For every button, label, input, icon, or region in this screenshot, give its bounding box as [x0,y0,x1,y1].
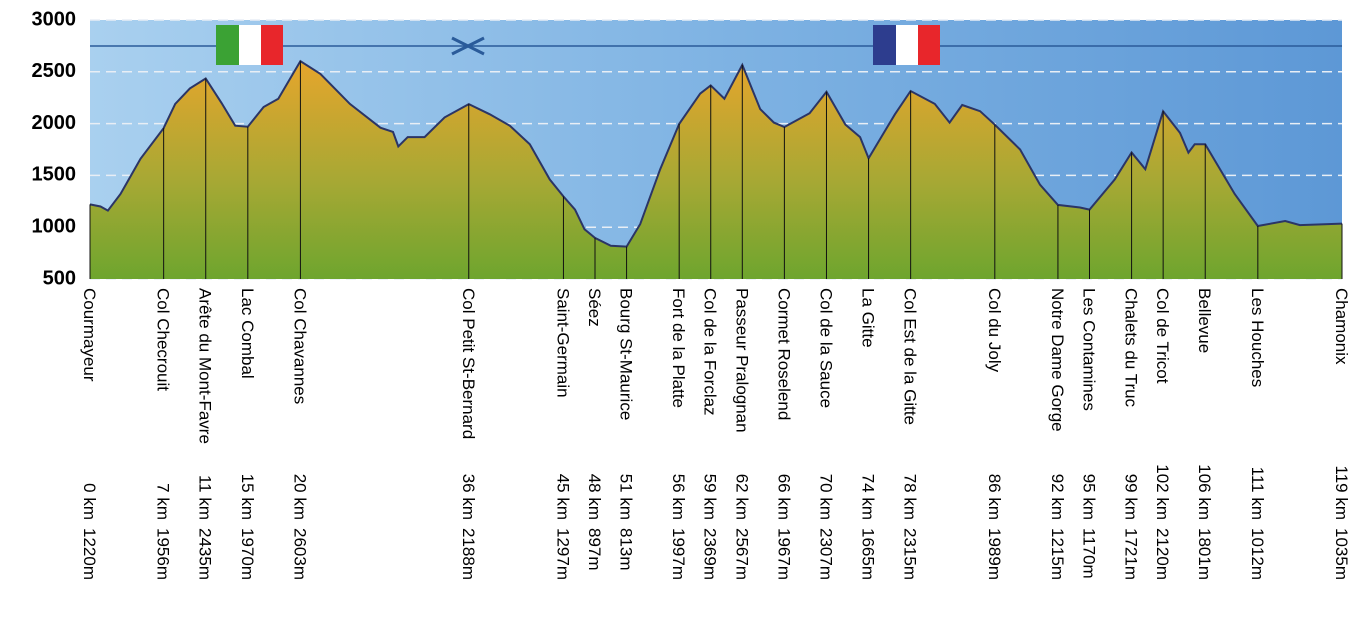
waypoint-elevation: 2567m [732,528,751,580]
waypoint-name: Arête du Mont-Favre [196,288,215,444]
waypoint-elevation: 1801m [1195,528,1214,580]
waypoint-km: 74 km [859,474,878,520]
waypoint-km: 92 km [1048,474,1067,520]
waypoint-km: 59 km [701,474,720,520]
border-cross [451,36,485,56]
waypoint-name: Séez [585,288,604,327]
waypoint-km: 99 km [1122,474,1141,520]
waypoint-name: Chamonix [1332,288,1351,365]
y-tick-label: 1500 [32,164,77,186]
waypoint-elevation: 813m [617,528,636,571]
waypoint-elevation: 1967m [774,528,793,580]
waypoint-name: Cormet Roselend [774,288,793,420]
waypoint-elevation: 1012m [1248,528,1267,580]
waypoint-elevation: 1956m [154,528,173,580]
y-tick-label: 1000 [32,215,77,237]
y-tick-label: 3000 [32,8,77,30]
waypoint-name: Fort de la Platte [669,288,688,408]
waypoint-name: Courmayeur [80,288,99,382]
waypoint-name: Les Contamines [1079,288,1098,411]
waypoint-elevation: 1970m [238,528,257,580]
waypoint-km: 66 km [774,474,793,520]
waypoint-name: La Gitte [859,288,878,348]
waypoint-name: Bellevue [1195,288,1214,353]
waypoint-km: 119 km [1332,466,1351,521]
waypoint-km: 15 km [238,474,257,520]
waypoint-elevation: 2603m [290,528,309,580]
profile-fill [90,61,1342,279]
waypoint-elevation: 2307m [816,528,835,580]
waypoint-elevation: 1220m [80,528,99,580]
waypoint-name: Les Houches [1248,288,1267,387]
waypoint-name: Saint-Germain [553,288,572,398]
waypoint-km: 102 km [1153,464,1172,520]
waypoint-name: Col de la Forclaz [701,288,720,416]
waypoint-elevation: 2120m [1153,528,1172,580]
waypoint-km: 20 km [290,474,309,520]
waypoint-elevation: 2188m [459,528,478,580]
waypoint-elevation: 1721m [1122,528,1141,580]
waypoint-name: Col de Tricot [1153,288,1172,384]
waypoint-elevation: 2369m [701,528,720,580]
waypoint-km: 70 km [816,474,835,520]
waypoint-name: Lac Combal [238,288,257,379]
y-tick-label: 500 [43,267,76,289]
waypoint-km: 111 km [1248,467,1267,520]
waypoint-elevation: 897m [585,528,604,571]
waypoint-km: 51 km [617,474,636,520]
waypoint-name: Col Est de la Gitte [901,288,920,425]
france-flag [873,25,940,65]
waypoint-km: 36 km [459,474,478,520]
waypoint-km: 62 km [732,474,751,520]
waypoint-elevation: 2435m [196,528,215,580]
waypoint-km: 56 km [669,474,688,520]
waypoint-km: 106 km [1195,464,1214,520]
waypoint-km: 45 km [553,474,572,520]
waypoint-elevation: 1989m [985,528,1004,580]
y-tick-label: 2500 [32,60,77,82]
waypoint-name: Chalets du Truc [1122,288,1141,408]
waypoint-name: Col Chavannes [290,288,309,404]
waypoint-name: Col Checrouit [154,288,173,391]
waypoint-name: Col du Joly [985,288,1004,373]
profile-line [89,59,1343,248]
waypoint-name: Col Petit St-Bernard [459,288,478,439]
waypoint-km: 78 km [901,474,920,520]
waypoint-km: 0 km [80,483,99,520]
waypoint-km: 48 km [585,474,604,520]
waypoint-elevation: 1665m [859,528,878,580]
waypoint-elevation: 1170m [1079,528,1098,579]
waypoint-km: 7 km [154,483,173,520]
waypoint-km: 95 km [1079,474,1098,520]
waypoint-elevation: 1215m [1048,528,1067,580]
profile-area [89,59,1343,279]
waypoint-name: Passeur Pralognan [732,288,751,433]
italy-flag [216,25,283,65]
waypoint-name: Bourg St-Maurice [617,288,636,420]
waypoint-elevation: 1297m [553,528,572,580]
y-tick-label: 2000 [32,112,77,134]
waypoints: Courmayeur 0 km 1220m Col Checrouit 7 km 1956… [80,61,1351,580]
waypoint-elevation: 1997m [669,528,688,580]
waypoint-km: 86 km [985,474,1004,520]
waypoint-elevation: 1035m [1332,528,1351,580]
waypoint-name: Col de la Sauce [816,288,835,408]
waypoint-elevation: 2315m [901,528,920,580]
waypoint-km: 11 km [196,475,215,520]
waypoint-name: Notre Dame Gorge [1048,288,1067,432]
